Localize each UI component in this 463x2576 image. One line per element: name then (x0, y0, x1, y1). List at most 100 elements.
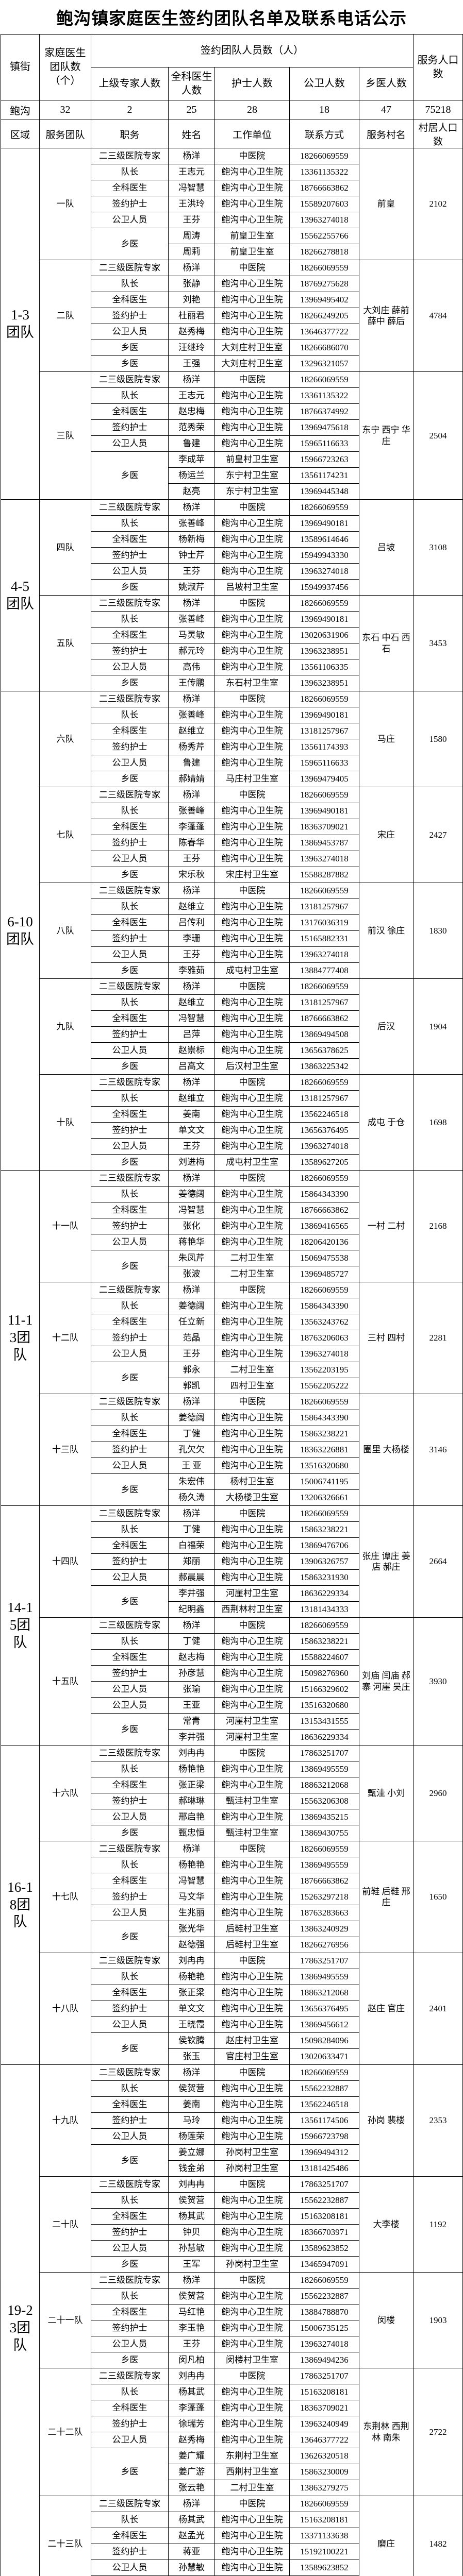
member-phone: 13561174393 (289, 739, 359, 755)
member-phone: 18763283663 (289, 1905, 359, 1921)
member-role: 全科医生 (91, 627, 169, 643)
member-row: 二十队 二三级医院专家 刘冉冉 中医院 17863251707 大李楼 1192 (1, 2176, 463, 2273)
member-row: 二十二队 二三级医院专家 刘冉冉 中医院 17863251707 东荆林 西荆林 南朱 27… (1, 2368, 463, 2496)
member-unit: 鲍沟中心卫生院 (214, 1106, 290, 1123)
member-phone: 13863225342 (289, 1058, 359, 1075)
member-phone: 18769275628 (289, 276, 359, 292)
member-name: 李蓬蓬 (168, 2400, 215, 2416)
member-phone: 13969490181 (289, 803, 359, 819)
team-population: 1904 (413, 978, 463, 1075)
member-role: 签约护士 (91, 1122, 169, 1139)
team-villages: 后汉 (359, 978, 414, 1075)
member-row: 张云艳 二村卫生室 13863279275 (1, 2480, 463, 2496)
member-phone: 13869494508 (289, 1026, 359, 1043)
member-phone: 18266278818 (289, 244, 359, 260)
team-villages: 刘庙 闫庙 郝寨 河崖 吴庄 (359, 1617, 414, 1745)
member-row: 十二队 二三级医院专家 杨洋 中医院 18266069559 三村 四村 2281 (1, 1282, 463, 1394)
region-label: 11-13团队 (1, 1170, 40, 1506)
member-row: 乡医 汪继玲 大刘庄村卫生室 18266686070 (1, 340, 463, 356)
member-name: 王军 (168, 2256, 215, 2273)
member-phone: 18266069559 (289, 595, 359, 612)
member-role: 签约护士 (91, 308, 169, 324)
member-phone: 18863212068 (289, 1777, 359, 1793)
member-phone: 13963238951 (289, 675, 359, 691)
member-unit: 甄洼村卫生室 (214, 1825, 290, 1841)
member-phone: 15165882331 (289, 930, 359, 947)
member-role: 队长 (91, 2080, 169, 2097)
member-phone: 18266069559 (289, 1394, 359, 1410)
member-role: 全科医生 (91, 1985, 169, 2001)
team-population: 1830 (413, 883, 463, 979)
team-population: 2168 (413, 1170, 463, 1282)
member-row: 签约护士 张化 鲍沟中心卫生院 13869416565 (1, 1218, 463, 1234)
member-phone: 13181257967 (289, 723, 359, 739)
member-phone: 18266069559 (289, 1841, 359, 1857)
member-role: 公卫人员 (91, 1905, 169, 1921)
member-phone: 13561106335 (289, 659, 359, 675)
member-phone: 13869430755 (289, 1825, 359, 1841)
member-name: 陈春华 (168, 835, 215, 851)
member-name: 杨运兰 (168, 467, 215, 484)
member-name: 杨其武 (168, 2384, 215, 2400)
member-role: 乡医 (91, 771, 169, 787)
member-row: 签约护士 单文文 鲍沟中心卫生院 13656376495 (1, 1122, 463, 1139)
member-phone: 13561174506 (289, 2112, 359, 2129)
member-name: 张正梁 (168, 1777, 215, 1793)
member-row: 公卫人员 杨莲荣 鲍沟中心卫生院 15966723798 (1, 2128, 463, 2145)
team-name: 十四队 (39, 1505, 91, 1618)
member-unit: 四村卫生室 (214, 1378, 290, 1394)
member-name: 朱凤芹 (168, 1250, 215, 1266)
member-name: 杨洋 (168, 1841, 215, 1857)
member-phone: 13969479405 (289, 771, 359, 787)
member-phone: 13206326661 (289, 1489, 359, 1506)
member-unit: 前皇卫生室 (214, 228, 290, 244)
member-name: 白福荣 (168, 1537, 215, 1554)
team-name: 一队 (39, 148, 91, 260)
member-phone: 18266069559 (289, 1074, 359, 1091)
team-villages: 甄洼 小刘 (359, 1745, 414, 1841)
member-unit: 鲍沟中心卫生院 (214, 1553, 290, 1570)
member-name: 杨洋 (168, 1394, 215, 1410)
member-role: 公卫人员 (91, 1809, 169, 1825)
member-role: 队长 (91, 1761, 169, 1777)
member-unit: 鲍沟中心卫生院 (214, 803, 290, 819)
member-row: 乡医 宋乐秋 宋庄村卫生室 15588287882 (1, 867, 463, 883)
team-name: 十六队 (39, 1745, 91, 1841)
member-name: 蒋艳华 (168, 1234, 215, 1250)
member-name: 郑丽 (168, 1553, 215, 1570)
member-role: 公卫人员 (91, 1346, 169, 1362)
member-phone: 18636229334 (289, 1585, 359, 1602)
member-name: 杨洋 (168, 2496, 215, 2512)
member-unit: 中医院 (214, 787, 290, 803)
member-unit: 大刘庄村卫生室 (214, 355, 290, 372)
member-unit: 鲍沟中心卫生院 (214, 1186, 290, 1202)
member-unit: 河崖村卫生室 (214, 1729, 290, 1745)
member-phone: 18266069559 (289, 1505, 359, 1522)
member-role: 全科医生 (91, 1426, 169, 1442)
member-row: 签约护士 马玲 鲍沟中心卫生院 13561174506 (1, 2112, 463, 2129)
team-name: 十八队 (39, 1953, 91, 2065)
member-name: 杨艳艳 (168, 1761, 215, 1777)
member-name: 杜丽君 (168, 308, 215, 324)
member-row: 队长 张善峰 鲍沟中心卫生院 13969490181 (1, 611, 463, 628)
member-row: 十七队 二三级医院专家 杨洋 中医院 18266069559 前鞋 后鞋 邢庄 1650 (1, 1841, 463, 1953)
member-row: 签约护士 孔欠欠 鲍沟中心卫生院 18363226881 (1, 1442, 463, 1458)
member-unit: 鲍沟中心卫生院 (214, 627, 290, 643)
member-row: 杨运兰 东宁村卫生室 13561174231 (1, 467, 463, 484)
member-name: 李雅茹 (168, 962, 215, 979)
member-unit: 鲍沟中心卫生院 (214, 707, 290, 723)
member-phone: 15263297218 (289, 1889, 359, 1905)
member-unit: 河崖村卫生室 (214, 1713, 290, 1730)
member-unit: 官庄村卫生室 (214, 2048, 290, 2065)
member-row: 全科医生 丁健 鲍沟中心卫生院 15863238221 (1, 1426, 463, 1442)
member-phone: 15163208181 (289, 2384, 359, 2400)
member-phone: 15966723263 (289, 451, 359, 468)
member-name: 刘冉冉 (168, 1745, 215, 1761)
member-phone: 18266069559 (289, 2496, 359, 2512)
member-unit: 鲍沟中心卫生院 (214, 403, 290, 420)
member-role: 乡医 (91, 1713, 169, 1745)
member-phone: 15965116633 (289, 755, 359, 771)
member-phone: 13884777408 (289, 962, 359, 979)
member-unit: 孙岗村卫生室 (214, 2160, 290, 2177)
member-name: 丁健 (168, 1426, 215, 1442)
